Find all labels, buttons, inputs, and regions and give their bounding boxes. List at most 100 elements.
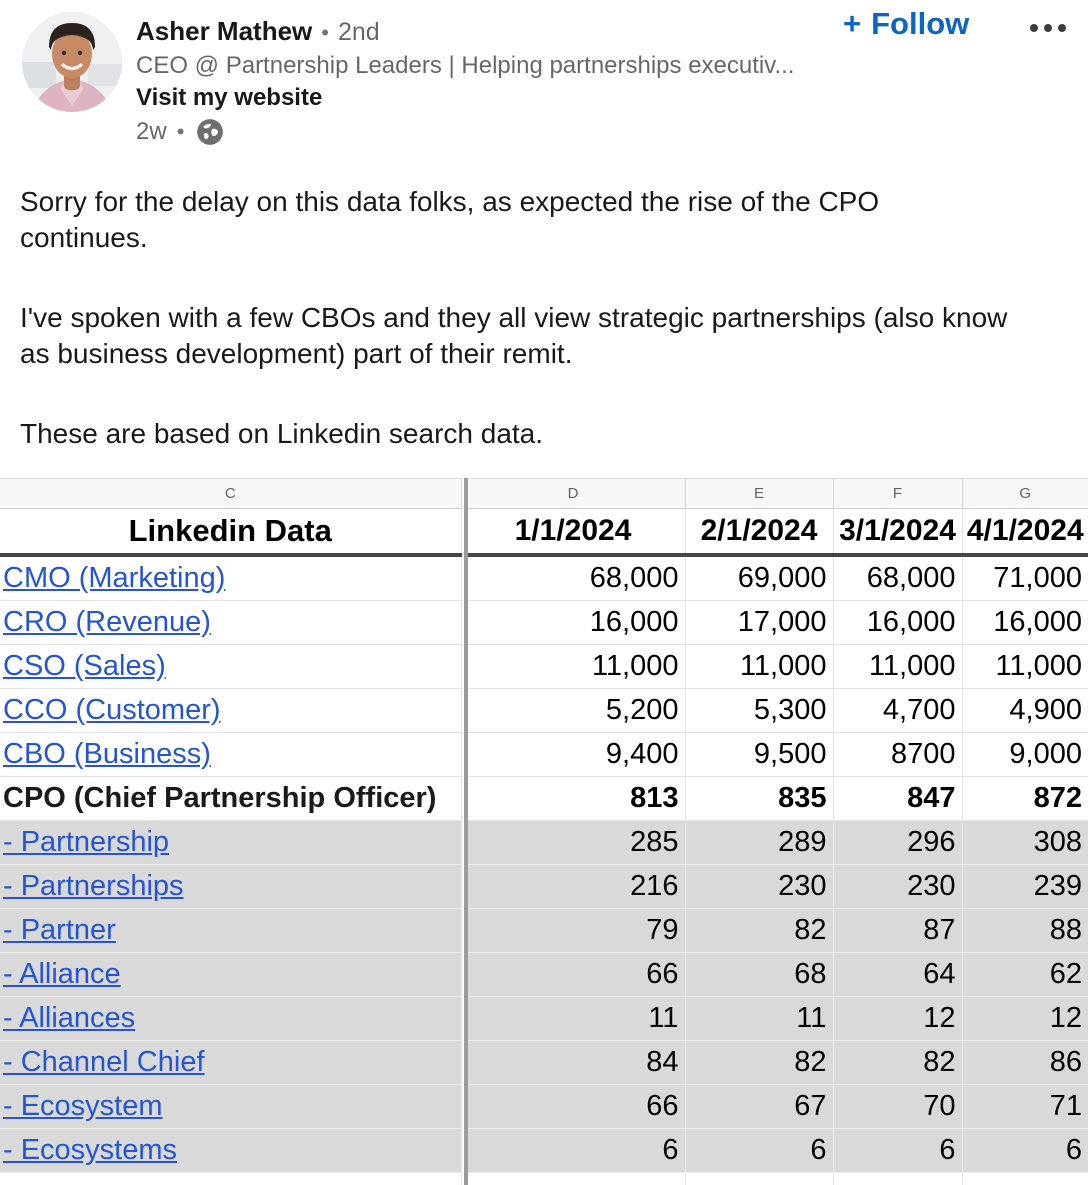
row-label-link[interactable]: - Ecosystem (3, 1090, 163, 1122)
cell-value: 239 (962, 865, 1088, 909)
row-label-link[interactable]: - Alliances (3, 1002, 135, 1034)
author-name[interactable]: Asher Mathew (136, 16, 312, 46)
cell-value: 79 (461, 909, 685, 953)
cell-value: 308 (962, 821, 1088, 865)
profile-photo (22, 12, 122, 112)
cell-value: 9,000 (962, 733, 1088, 777)
avatar[interactable] (22, 12, 122, 112)
row-label-link[interactable]: CSO (Sales) (3, 650, 166, 682)
column-letter[interactable]: C (0, 479, 461, 509)
cell-value: 82 (685, 909, 833, 953)
cell-value: 11,000 (833, 645, 962, 689)
row-label-link[interactable]: CBO (Business) (3, 738, 211, 770)
row-label-link[interactable]: CMO (Marketing) (3, 562, 225, 594)
row-label-cell: - Partner (0, 909, 461, 953)
website-link[interactable]: Visit my website (136, 82, 836, 114)
empty-cell (833, 1173, 962, 1185)
dot-separator: • (321, 20, 329, 45)
row-label-link[interactable]: CRO (Revenue) (3, 606, 211, 638)
cell-value: 66 (461, 1085, 685, 1129)
cell-value: 230 (685, 865, 833, 909)
empty-cell (0, 1173, 461, 1185)
column-letter[interactable]: F (833, 479, 962, 509)
cell-value: 4,700 (833, 689, 962, 733)
ellipsis-icon (1058, 24, 1066, 32)
row-label-link[interactable]: - Partnerships (3, 870, 184, 902)
date-header: 2/1/2024 (685, 509, 833, 556)
date-header: 4/1/2024 (962, 509, 1088, 556)
row-label-cell: CMO (Marketing) (0, 555, 461, 601)
table-title: Linkedin Data (0, 509, 461, 556)
column-letters-row: C D E F G (0, 479, 1088, 509)
cell-value: 835 (685, 777, 833, 821)
cell-value: 64 (833, 953, 962, 997)
cell-value: 62 (962, 953, 1088, 997)
date-header: 1/1/2024 (461, 509, 685, 556)
empty-cell (962, 1173, 1088, 1185)
author-headline: CEO @ Partnership Leaders | Helping part… (136, 50, 836, 82)
cell-value: 16,000 (461, 601, 685, 645)
spreadsheet-screenshot: C D E F G Linkedin Data 1/1/2024 2/1/202… (0, 478, 1088, 1185)
row-label-cell: CSO (Sales) (0, 645, 461, 689)
cell-value: 16,000 (962, 601, 1088, 645)
row-label-link[interactable]: CCO (Customer) (3, 694, 221, 726)
cell-value: 6 (461, 1129, 685, 1173)
follow-button[interactable]: +Follow (843, 6, 969, 42)
cell-value: 9,400 (461, 733, 685, 777)
cell-value: 4,900 (962, 689, 1088, 733)
cell-value: 16,000 (833, 601, 962, 645)
post-paragraph: These are based on Linkedin search data. (20, 416, 1068, 452)
cell-value: 84 (461, 1041, 685, 1085)
author-info: Asher Mathew • 2nd CEO @ Partnership Leade… (136, 14, 836, 148)
post-meta: 2w• (136, 116, 836, 148)
cell-value: 17,000 (685, 601, 833, 645)
row-label-link[interactable]: - Alliance (3, 958, 121, 990)
row-label-link[interactable]: - Ecosystems (3, 1134, 177, 1166)
column-letter[interactable]: E (685, 479, 833, 509)
cell-value: 11,000 (685, 645, 833, 689)
cell-value: 11 (685, 997, 833, 1041)
date-header: 3/1/2024 (833, 509, 962, 556)
cell-value: 11,000 (461, 645, 685, 689)
row-label-link[interactable]: - Partner (3, 914, 116, 946)
partial-row (0, 1173, 1088, 1185)
row-label-link[interactable]: - Channel Chief (3, 1046, 205, 1078)
cell-value: 9,500 (685, 733, 833, 777)
ellipsis-icon (1030, 24, 1038, 32)
cell-value: 70 (833, 1085, 962, 1129)
cell-value: 71 (962, 1085, 1088, 1129)
empty-cell (685, 1173, 833, 1185)
column-letter[interactable]: G (962, 479, 1088, 509)
author-name-line: Asher Mathew • 2nd (136, 14, 836, 50)
globe-icon (196, 118, 224, 146)
row-label-link[interactable]: - Partnership (3, 826, 169, 858)
row-label-cell: - Ecosystem (0, 1085, 461, 1129)
cell-value: 69,000 (685, 555, 833, 601)
post-body: Sorry for the delay on this data folks, … (0, 160, 1088, 452)
cell-value: 5,200 (461, 689, 685, 733)
cell-value: 847 (833, 777, 962, 821)
row-label-cell: - Ecosystems (0, 1129, 461, 1173)
cell-value: 230 (833, 865, 962, 909)
cell-value: 11 (461, 997, 685, 1041)
cell-value: 285 (461, 821, 685, 865)
dot-separator: • (177, 116, 185, 148)
cell-value: 82 (833, 1041, 962, 1085)
table-header-row: Linkedin Data 1/1/2024 2/1/2024 3/1/2024… (0, 509, 1088, 556)
column-letter[interactable]: D (461, 479, 685, 509)
follow-label: Follow (871, 6, 969, 41)
row-label-cell: - Alliance (0, 953, 461, 997)
more-options-button[interactable] (1026, 20, 1070, 36)
cell-value: 87 (833, 909, 962, 953)
connection-degree: 2nd (338, 18, 380, 46)
cell-value: 6 (685, 1129, 833, 1173)
row-label-cell: - Partnerships (0, 865, 461, 909)
